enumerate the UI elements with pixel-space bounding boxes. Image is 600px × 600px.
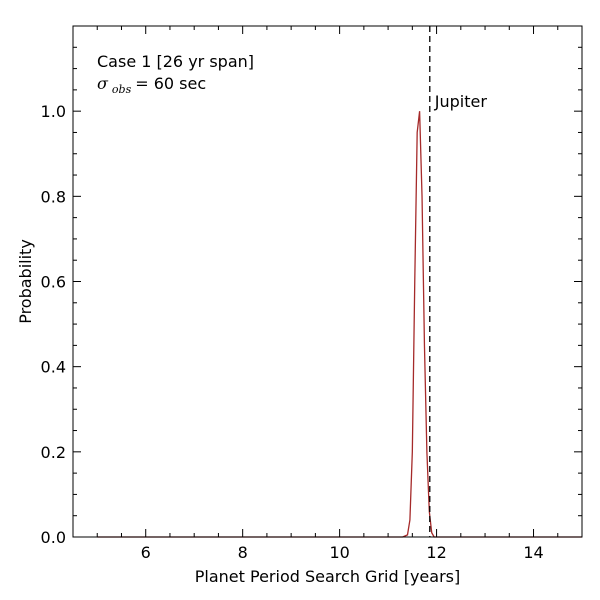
sigma-subscript: obs (112, 83, 132, 96)
sigma-equals: = (135, 74, 154, 93)
sigma-annotation: σ obs = 60 sec (97, 74, 206, 96)
y-tick-label: 0.0 (41, 528, 66, 547)
y-axis-title: Probability (16, 239, 35, 324)
sigma-value: 60 sec (154, 74, 206, 93)
x-tick-label: 14 (523, 543, 543, 562)
x-tick-label: 10 (329, 543, 349, 562)
y-tick-label: 0.4 (41, 358, 66, 377)
y-tick-label: 0.8 (41, 187, 66, 206)
tick-labels: 6 8 10 12 14 0.0 0.2 0.4 0.6 0.8 1.0 (41, 102, 544, 562)
x-tick-label: 6 (141, 543, 151, 562)
x-tick-label: 8 (238, 543, 248, 562)
case-annotation: Case 1 [26 yr span] (97, 52, 254, 71)
y-tick-label: 1.0 (41, 102, 66, 121)
y-tick-label: 0.6 (41, 273, 66, 292)
x-tick-label: 12 (426, 543, 446, 562)
jupiter-label: Jupiter (434, 92, 488, 111)
y-tick-label: 0.2 (41, 443, 66, 462)
axis-ticks (73, 26, 583, 538)
plot-area (97, 26, 582, 538)
x-axis-title: Planet Period Search Grid [years] (195, 567, 460, 586)
sigma-symbol: σ (97, 74, 109, 93)
probability-series-line (97, 111, 582, 538)
